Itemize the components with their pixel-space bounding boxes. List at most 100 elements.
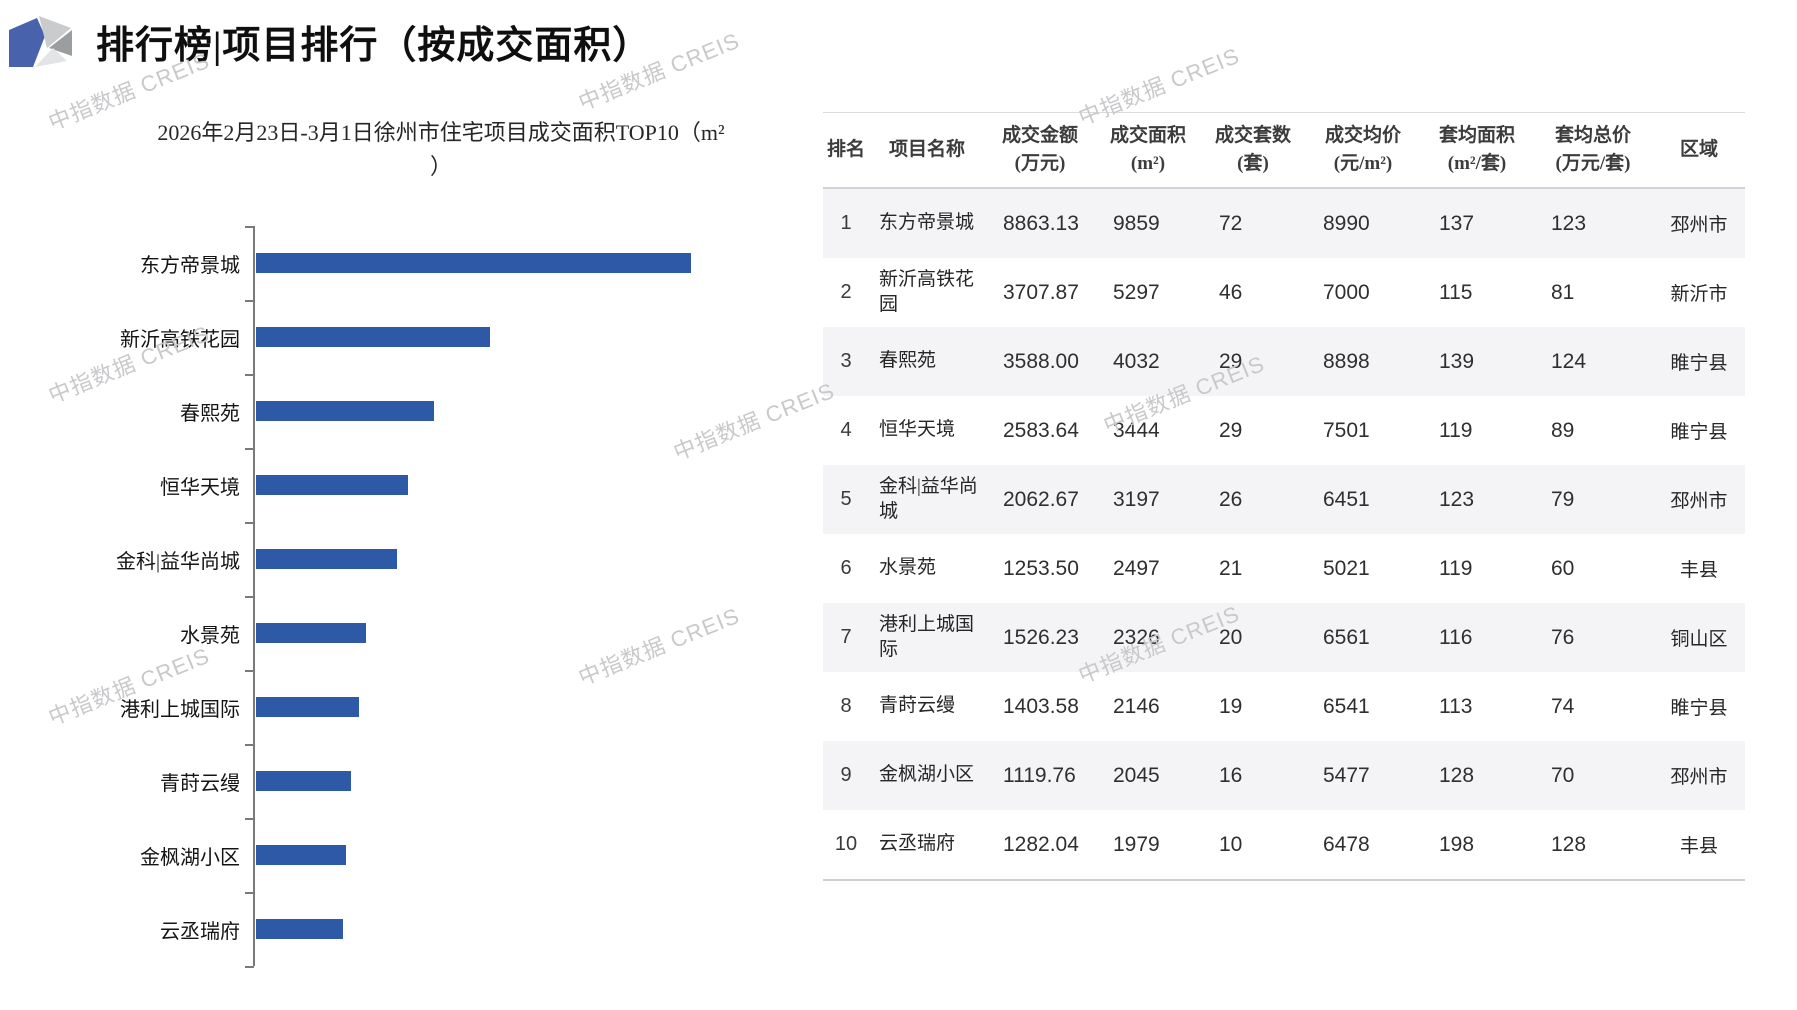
table-cell: 123	[1439, 487, 1475, 511]
table-cell: 10	[1219, 832, 1243, 856]
table-cell: 8990	[1323, 211, 1370, 235]
bar	[256, 475, 408, 495]
table-cell: 睢宁县	[1670, 353, 1728, 374]
table-cell: 8	[840, 695, 852, 717]
table-cell: 6	[840, 557, 852, 579]
header-line2: (m²/套)	[1447, 153, 1507, 174]
table-cell: 云丞瑞府	[879, 833, 956, 855]
axis-tick-icon	[245, 596, 254, 598]
table-header-cell: 区域	[1653, 136, 1745, 164]
table-cell: 8863.13	[1003, 211, 1079, 235]
table-cell: 72	[1219, 211, 1243, 235]
bar	[256, 401, 434, 421]
table-cell: 8898	[1323, 349, 1370, 373]
table-cell: 3588.00	[1003, 349, 1079, 373]
table-cell: 6541	[1323, 694, 1370, 718]
table-cell: 3444	[1113, 418, 1160, 442]
table-row: 4 恒华天境 2583.64 3444 29 7501 119 89 睢宁县	[823, 396, 1745, 465]
bar-label: 金科|益华尚城	[115, 551, 240, 573]
table-cell: 4	[840, 419, 852, 441]
table-cell: 74	[1551, 694, 1575, 718]
table-cell: 1282.04	[1003, 832, 1079, 856]
table-cell: 恒华天境	[879, 419, 956, 441]
bar	[256, 771, 351, 791]
table-row: 5 金科|益华尚城 2062.67 3197 26 6451 123 79 邳州市	[823, 465, 1745, 534]
table-row: 6 水景苑 1253.50 2497 21 5021 119 60 丰县	[823, 534, 1745, 603]
table-cell: 5477	[1323, 763, 1370, 787]
bar-label: 春熙苑	[180, 403, 240, 425]
chart-title: 2026年2月23日-3月1日徐州市住宅项目成交面积TOP10（m² ）	[88, 116, 794, 184]
table-cell: 邳州市	[1670, 215, 1728, 236]
table-cell: 5021	[1323, 556, 1370, 580]
table-cell: 1253.50	[1003, 556, 1079, 580]
table-row: 9 金枫湖小区 1119.76 2045 16 5477 128 70 邳州市	[823, 741, 1745, 810]
table-row: 7 港利上城国际 1526.23 2326 20 6561 116 76 铜山区	[823, 603, 1745, 672]
table-cell: 6561	[1323, 625, 1370, 649]
bar-label: 新沂高铁花园	[120, 329, 240, 351]
table-cell: 丰县	[1679, 560, 1718, 581]
table-cell: 新沂市	[1670, 284, 1728, 305]
table-cell: 睢宁县	[1670, 422, 1728, 443]
ranking-table: 排名 项目名称 成交金额 (万元) 成交面积 (m²) 成交套数 (套) 成交均价 (元/m²) 套…	[823, 112, 1745, 881]
header-line1: 成交面积	[1109, 125, 1186, 147]
table-cell: 123	[1551, 211, 1587, 235]
axis-tick-icon	[245, 300, 254, 302]
bar-label: 青莳云缦	[160, 773, 240, 795]
header-line1: 排名	[826, 139, 865, 161]
header-line1: 成交套数	[1214, 125, 1291, 147]
table-cell: 6478	[1323, 832, 1370, 856]
table-cell: 2326	[1113, 625, 1160, 649]
table-header-cell: 成交面积 (m²)	[1095, 122, 1201, 177]
bar-label: 水景苑	[180, 625, 240, 647]
bar	[256, 845, 346, 865]
table-cell: 115	[1439, 280, 1473, 304]
header-line1: 区域	[1679, 139, 1718, 161]
table-cell: 5297	[1113, 280, 1160, 304]
table-cell: 邳州市	[1670, 767, 1728, 788]
table-cell: 89	[1551, 418, 1575, 442]
axis-tick-icon	[245, 818, 254, 820]
bar	[256, 549, 397, 569]
table-cell: 2062.67	[1003, 487, 1079, 511]
table-header-cell: 套均面积 (m²/套)	[1421, 122, 1533, 177]
table-header-cell: 成交金额 (万元)	[985, 122, 1095, 177]
header-line1: 套均面积	[1438, 125, 1515, 147]
bar-label: 恒华天境	[160, 477, 240, 499]
table-header-row: 排名 项目名称 成交金额 (万元) 成交面积 (m²) 成交套数 (套) 成交均价 (元/m²) 套…	[823, 112, 1745, 189]
header-line1: 成交均价	[1324, 125, 1401, 147]
table-cell: 198	[1439, 832, 1475, 856]
bar	[256, 919, 343, 939]
axis-tick-icon	[245, 744, 254, 746]
table-cell: 春熙苑	[879, 350, 937, 372]
table-row: 10 云丞瑞府 1282.04 1979 10 6478 198 128 丰县	[823, 810, 1745, 879]
table-cell: 新沂高铁花园	[879, 268, 975, 315]
bar	[256, 253, 691, 273]
table-row: 2 新沂高铁花园 3707.87 5297 46 7000 115 81 新沂市	[823, 258, 1745, 327]
table-row: 3 春熙苑 3588.00 4032 29 8898 139 124 睢宁县	[823, 327, 1745, 396]
table-cell: 46	[1219, 280, 1243, 304]
table-cell: 116	[1439, 625, 1473, 649]
table-cell: 137	[1439, 211, 1475, 235]
table-cell: 7000	[1323, 280, 1370, 304]
bar	[256, 697, 359, 717]
table-cell: 1119.76	[1003, 763, 1076, 787]
table-header-cell: 排名	[823, 136, 869, 164]
table-cell: 睢宁县	[1670, 698, 1728, 719]
table-cell: 9	[840, 764, 852, 786]
table-cell: 1979	[1113, 832, 1160, 856]
table-cell: 79	[1551, 487, 1575, 511]
table-cell: 铜山区	[1670, 629, 1728, 650]
watermark-text: 中指数据 CREIS	[574, 602, 744, 691]
table-cell: 29	[1219, 349, 1243, 373]
bar	[256, 623, 366, 643]
table-cell: 60	[1551, 556, 1575, 580]
table-header-cell: 项目名称	[869, 136, 985, 164]
table-cell: 119	[1439, 556, 1473, 580]
axis-tick-icon	[245, 892, 254, 894]
table-cell: 128	[1551, 832, 1587, 856]
header-line1: 成交金额	[1001, 125, 1078, 147]
table-cell: 3197	[1113, 487, 1160, 511]
table-cell: 东方帝景城	[879, 212, 975, 234]
header-line2: (元/m²)	[1333, 153, 1393, 174]
